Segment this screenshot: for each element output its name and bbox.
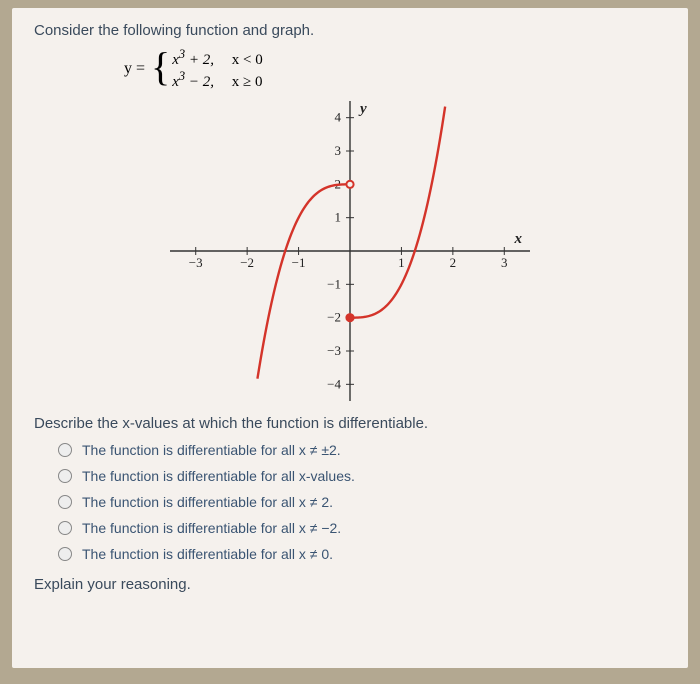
svg-text:−2: −2 [327, 310, 341, 325]
case2-var: x [172, 74, 179, 90]
svg-text:x: x [514, 231, 523, 247]
equation-lhs: y = [124, 60, 145, 78]
option-2-text: The function is differentiable for all x… [82, 494, 333, 510]
option-1[interactable]: The function is differentiable for all x… [58, 468, 666, 484]
brace-symbol: { [151, 47, 170, 91]
option-1-text: The function is differentiable for all x… [82, 468, 355, 484]
radio-3[interactable] [58, 521, 72, 535]
radio-2[interactable] [58, 495, 72, 509]
option-0[interactable]: The function is differentiable for all x… [58, 442, 666, 458]
question-text: Describe the x-values at which the funct… [34, 415, 666, 432]
piecewise-equation: y = { x3 + 2, x < 0 x3 − 2, x ≥ 0 [124, 47, 666, 91]
graph-container: −3−2−1123−4−3−2−11234yx [34, 101, 666, 401]
svg-text:−3: −3 [189, 255, 203, 270]
option-0-text: The function is differentiable for all x… [82, 442, 341, 458]
explain-prompt: Explain your reasoning. [34, 576, 666, 593]
svg-text:4: 4 [335, 110, 342, 125]
radio-1[interactable] [58, 469, 72, 483]
prompt-text: Consider the following function and grap… [34, 22, 666, 39]
svg-text:y: y [358, 101, 367, 117]
svg-text:1: 1 [335, 210, 342, 225]
case2-cond: x ≥ 0 [232, 74, 263, 90]
option-2[interactable]: The function is differentiable for all x… [58, 494, 666, 510]
svg-text:1: 1 [398, 255, 405, 270]
svg-text:−1: −1 [292, 255, 306, 270]
options-group: The function is differentiable for all x… [58, 442, 666, 562]
question-card: Consider the following function and grap… [12, 8, 688, 668]
option-4[interactable]: The function is differentiable for all x… [58, 546, 666, 562]
svg-text:−3: −3 [327, 343, 341, 358]
case1-cond: x < 0 [232, 52, 263, 68]
piecewise-graph: −3−2−1123−4−3−2−11234yx [170, 101, 530, 401]
option-3[interactable]: The function is differentiable for all x… [58, 520, 666, 536]
case1-rest: + 2, [185, 52, 214, 68]
svg-text:2: 2 [450, 255, 457, 270]
option-4-text: The function is differentiable for all x… [82, 546, 333, 562]
option-3-text: The function is differentiable for all x… [82, 520, 341, 536]
case-1: x3 + 2, x < 0 [172, 47, 263, 69]
svg-text:−1: −1 [327, 276, 341, 291]
case1-var: x [172, 52, 179, 68]
case2-rest: − 2, [185, 74, 214, 90]
svg-text:−2: −2 [240, 255, 254, 270]
case-2: x3 − 2, x ≥ 0 [172, 69, 263, 91]
svg-text:−4: −4 [327, 376, 341, 391]
svg-text:3: 3 [335, 143, 342, 158]
radio-4[interactable] [58, 547, 72, 561]
radio-0[interactable] [58, 443, 72, 457]
svg-text:3: 3 [501, 255, 508, 270]
